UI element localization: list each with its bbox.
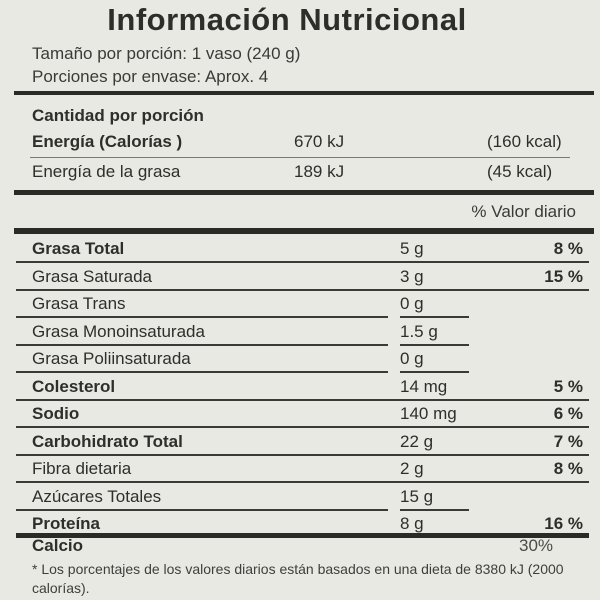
row-divider bbox=[16, 398, 589, 401]
energy-kj: 670 kJ bbox=[294, 132, 345, 151]
row-divider bbox=[400, 508, 469, 511]
nutrient-row: Fibra dietaria 2 g 8 % bbox=[16, 456, 589, 483]
nutrient-row: Grasa Monoinsaturada 1.5 g bbox=[16, 319, 589, 346]
nutrient-amount: 2 g bbox=[400, 459, 424, 478]
daily-value-header: % Valor diario bbox=[471, 202, 576, 221]
energy-fat-kcal: (45 kcal) bbox=[487, 162, 553, 181]
divider-thick-mid bbox=[14, 190, 594, 195]
energy-fat-row: Energía de la grasa 189 kJ (45 kcal) bbox=[32, 162, 572, 186]
nutrient-amount: 15 g bbox=[400, 486, 434, 506]
energy-kcal: (160 kcal) bbox=[487, 132, 562, 151]
row-divider bbox=[400, 371, 469, 373]
servings-per-container: Porciones por envase: Aprox. 4 bbox=[32, 67, 269, 86]
row-divider bbox=[16, 453, 589, 456]
row-divider bbox=[16, 371, 388, 373]
nutrient-amount: 14 mg bbox=[400, 376, 448, 396]
serving-size: Tamaño por porción: 1 vaso (240 g) bbox=[32, 44, 301, 63]
nutrient-amount: 140 mg bbox=[400, 404, 457, 423]
nutrient-amount: 22 g bbox=[400, 431, 434, 451]
nutrient-daily-value: 15 % bbox=[544, 266, 583, 286]
row-divider bbox=[16, 508, 388, 511]
nutrient-row: Colesterol 14 mg 5 % bbox=[16, 374, 589, 401]
nutrient-daily-value: 7 % bbox=[553, 431, 583, 451]
nutrient-row: Grasa Poliinsaturada 0 g bbox=[16, 346, 589, 373]
nutrient-amount: 8 g bbox=[400, 514, 424, 533]
nutrient-row: Carbohidrato Total 22 g 7 % bbox=[16, 429, 589, 456]
nutrient-name: Grasa Trans bbox=[32, 294, 126, 313]
nutrient-row: Azúcares Totales 15 g bbox=[16, 484, 589, 511]
row-divider bbox=[16, 288, 589, 291]
nutrient-name: Azúcares Totales bbox=[32, 486, 162, 506]
nutrient-name: Colesterol bbox=[32, 376, 116, 396]
nutrient-row: Sodio 140 mg 6 % bbox=[16, 401, 589, 428]
nutrient-name: Grasa Total bbox=[32, 239, 125, 258]
divider-thick-top bbox=[14, 91, 594, 95]
nutrient-daily-value: 5 % bbox=[553, 376, 583, 396]
nutrient-name: Grasa Poliinsaturada bbox=[32, 349, 191, 368]
nutrient-name: Grasa Saturada bbox=[32, 266, 153, 286]
calcium-dv: 30% bbox=[519, 536, 554, 555]
nutrient-amount: 3 g bbox=[400, 266, 424, 286]
nutrient-row: Grasa Saturada 3 g 15 % bbox=[16, 264, 589, 291]
energy-label: Energía (Calorías ) bbox=[32, 132, 183, 151]
row-divider bbox=[16, 426, 589, 428]
nutrient-daily-value: 8 % bbox=[553, 239, 583, 258]
nutrient-name: Fibra dietaria bbox=[32, 459, 132, 478]
row-divider bbox=[16, 316, 388, 318]
nutrient-amount: 0 g bbox=[400, 294, 424, 313]
nutrient-name: Carbohidrato Total bbox=[32, 431, 183, 451]
divider-thick-bottom bbox=[16, 533, 589, 538]
energy-fat-kj: 189 kJ bbox=[294, 162, 345, 181]
nutrient-name: Grasa Monoinsaturada bbox=[32, 321, 205, 341]
nutrient-daily-value: 6 % bbox=[553, 404, 583, 423]
row-divider bbox=[16, 261, 589, 263]
row-divider bbox=[16, 343, 388, 346]
nutrient-row: Grasa Trans 0 g bbox=[16, 291, 589, 318]
nutrient-amount: 5 g bbox=[400, 239, 424, 258]
nutrient-row: Proteína 8 g 16 % bbox=[16, 511, 589, 538]
nutrient-amount: 1.5 g bbox=[400, 321, 438, 341]
row-divider bbox=[400, 343, 469, 346]
row-divider bbox=[16, 481, 589, 483]
nutrient-name: Sodio bbox=[32, 404, 80, 423]
amount-per-serving-heading: Cantidad por porción bbox=[32, 106, 204, 125]
row-divider bbox=[400, 316, 469, 318]
nutrient-name: Proteína bbox=[32, 514, 101, 533]
divider-thin bbox=[30, 157, 570, 158]
footnote: * Los porcentajes de los valores diarios… bbox=[32, 561, 564, 596]
label-title: Información Nutricional bbox=[107, 2, 467, 37]
nutrient-daily-value: 16 % bbox=[544, 514, 583, 533]
nutrient-row: Grasa Total 5 g 8 % bbox=[16, 236, 589, 263]
nutrient-amount: 0 g bbox=[400, 349, 424, 368]
energy-fat-label: Energía de la grasa bbox=[32, 162, 181, 181]
divider-thick-nutrients bbox=[14, 228, 594, 234]
nutrition-label: Información Nutricional Tamaño por porci… bbox=[14, 0, 594, 600]
nutrient-daily-value: 8 % bbox=[553, 459, 583, 478]
energy-row: Energía (Calorías ) 670 kJ (160 kcal) bbox=[32, 132, 572, 156]
calcium-label: Calcio bbox=[32, 536, 84, 555]
